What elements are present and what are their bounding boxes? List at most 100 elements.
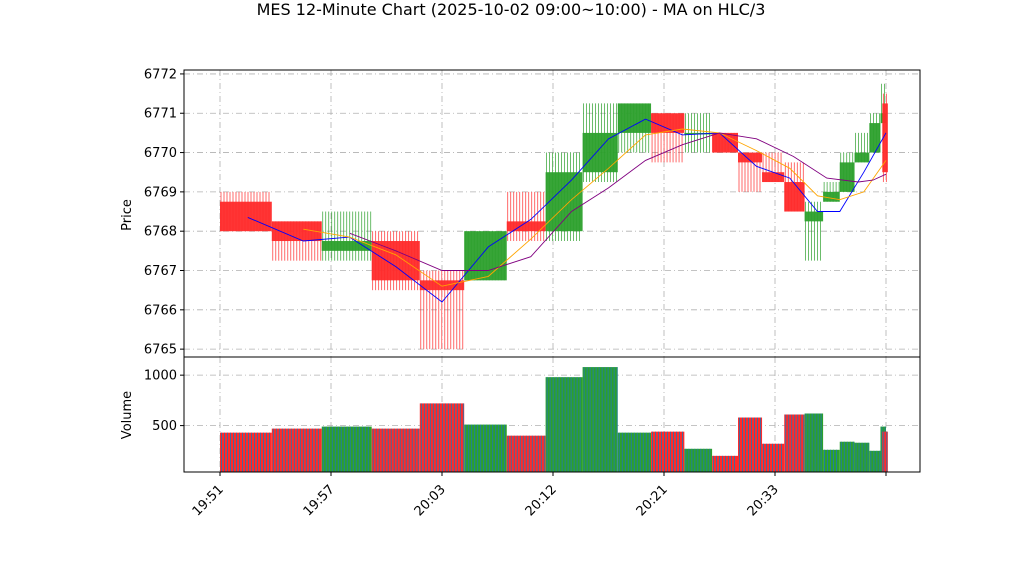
volume-bar-fill bbox=[321, 426, 372, 472]
volume-bar-fill bbox=[464, 424, 507, 472]
candle-up bbox=[684, 113, 713, 153]
volume-tick-label: 500 bbox=[152, 419, 177, 434]
volume-y-axis: 500 1000 bbox=[144, 369, 184, 434]
candle-body bbox=[419, 280, 465, 291]
volume-tick-label: 1000 bbox=[144, 369, 177, 384]
volume-bar bbox=[651, 431, 685, 472]
candle-down bbox=[762, 152, 785, 183]
candle-body bbox=[854, 152, 870, 163]
volume-bar bbox=[220, 432, 272, 472]
volume-bar bbox=[271, 428, 322, 472]
candle-body bbox=[271, 221, 322, 242]
ma-mid-line bbox=[303, 128, 887, 287]
candle-body bbox=[823, 191, 840, 202]
time-x-axis: 19:51 19:57 20:03 20:12 20:21 20:33 bbox=[190, 472, 887, 519]
volume-bar bbox=[712, 455, 738, 472]
candle-body bbox=[582, 132, 618, 173]
volume-bar bbox=[804, 413, 824, 472]
volume-bar bbox=[371, 428, 420, 472]
volume-bar bbox=[762, 443, 785, 472]
candle-up bbox=[321, 211, 372, 261]
volume-bar bbox=[321, 426, 372, 472]
candle-down bbox=[651, 113, 685, 163]
candle-body bbox=[804, 211, 824, 222]
candle-down bbox=[784, 162, 805, 212]
candle-body bbox=[321, 241, 372, 251]
price-tick-label: 6772 bbox=[144, 67, 177, 82]
candle-body bbox=[712, 132, 738, 153]
volume-bar bbox=[882, 431, 888, 472]
volume-bar bbox=[854, 442, 870, 472]
volume-bar bbox=[869, 450, 881, 472]
price-bars bbox=[220, 83, 888, 350]
candle-body bbox=[371, 241, 420, 281]
price-tick-label: 6769 bbox=[144, 185, 177, 200]
candle-body bbox=[651, 113, 685, 133]
candle-body bbox=[738, 152, 763, 163]
chart-title: MES 12-Minute Chart (2025-10-02 09:00~10… bbox=[256, 0, 766, 19]
volume-bar-fill bbox=[712, 455, 738, 472]
volume-bar-fill bbox=[882, 431, 888, 472]
volume-bar-fill bbox=[371, 428, 420, 472]
volume-bar-fill bbox=[823, 449, 840, 472]
volume-bar-fill bbox=[271, 428, 322, 472]
volume-axis-label: Volume bbox=[120, 391, 135, 439]
candle-down bbox=[712, 132, 738, 153]
volume-bar bbox=[464, 424, 507, 472]
price-tick-label: 6766 bbox=[144, 303, 177, 318]
volume-bar-fill bbox=[804, 413, 824, 472]
candle-body bbox=[784, 182, 805, 212]
price-axis-label: Price bbox=[120, 199, 135, 231]
candle-body bbox=[839, 162, 855, 192]
candle-body bbox=[220, 201, 272, 232]
volume-bar bbox=[545, 377, 583, 472]
time-tick-label: 19:57 bbox=[301, 482, 338, 519]
volume-bar-fill bbox=[738, 417, 763, 472]
volume-bar-fill bbox=[545, 377, 583, 472]
candle-up bbox=[617, 103, 652, 153]
candle-down bbox=[371, 231, 420, 291]
price-tick-label: 6770 bbox=[144, 146, 177, 161]
candle-up bbox=[545, 152, 583, 242]
candle-body bbox=[869, 123, 881, 153]
volume-bar bbox=[784, 414, 805, 472]
candle-body bbox=[506, 221, 546, 232]
candle-body bbox=[762, 172, 785, 183]
ma-fast-line bbox=[247, 118, 887, 303]
volume-bar bbox=[419, 403, 465, 472]
volume-bar bbox=[738, 417, 763, 472]
candle-down bbox=[271, 221, 322, 261]
volume-bar bbox=[506, 435, 546, 472]
candle-up bbox=[869, 113, 881, 153]
price-tick-label: 6771 bbox=[144, 107, 177, 122]
moving-average-lines bbox=[247, 118, 887, 303]
ma-slow-line bbox=[349, 132, 887, 271]
price-grid bbox=[184, 70, 920, 357]
candle-down bbox=[506, 191, 546, 242]
volume-bar-fill bbox=[762, 443, 785, 472]
candle-body bbox=[617, 103, 652, 133]
candle-up bbox=[839, 152, 855, 192]
time-tick-label: 20:21 bbox=[634, 482, 671, 519]
time-tick-label: 20:12 bbox=[523, 482, 560, 519]
price-y-axis: 6765 6766 6767 6768 6769 6770 6771 6772 bbox=[144, 67, 184, 358]
volume-bar bbox=[823, 449, 840, 472]
time-tick-label: 20:33 bbox=[745, 482, 782, 519]
volume-bar bbox=[684, 448, 713, 472]
time-tick-label: 19:51 bbox=[190, 482, 227, 519]
candle-up bbox=[854, 132, 870, 163]
candle-body bbox=[882, 103, 888, 173]
candle-up bbox=[464, 231, 507, 281]
volume-bar-fill bbox=[582, 367, 618, 472]
volume-bar-fill bbox=[869, 450, 881, 472]
price-tick-label: 6765 bbox=[144, 343, 177, 358]
volume-bar bbox=[582, 367, 618, 472]
time-tick-label: 20:03 bbox=[412, 482, 449, 519]
candle-up bbox=[582, 103, 618, 183]
price-tick-label: 6768 bbox=[144, 225, 177, 240]
candle-down bbox=[220, 191, 272, 232]
volume-panel-frame bbox=[183, 356, 921, 473]
candle-body bbox=[545, 172, 583, 232]
price-tick-label: 6767 bbox=[144, 264, 177, 279]
